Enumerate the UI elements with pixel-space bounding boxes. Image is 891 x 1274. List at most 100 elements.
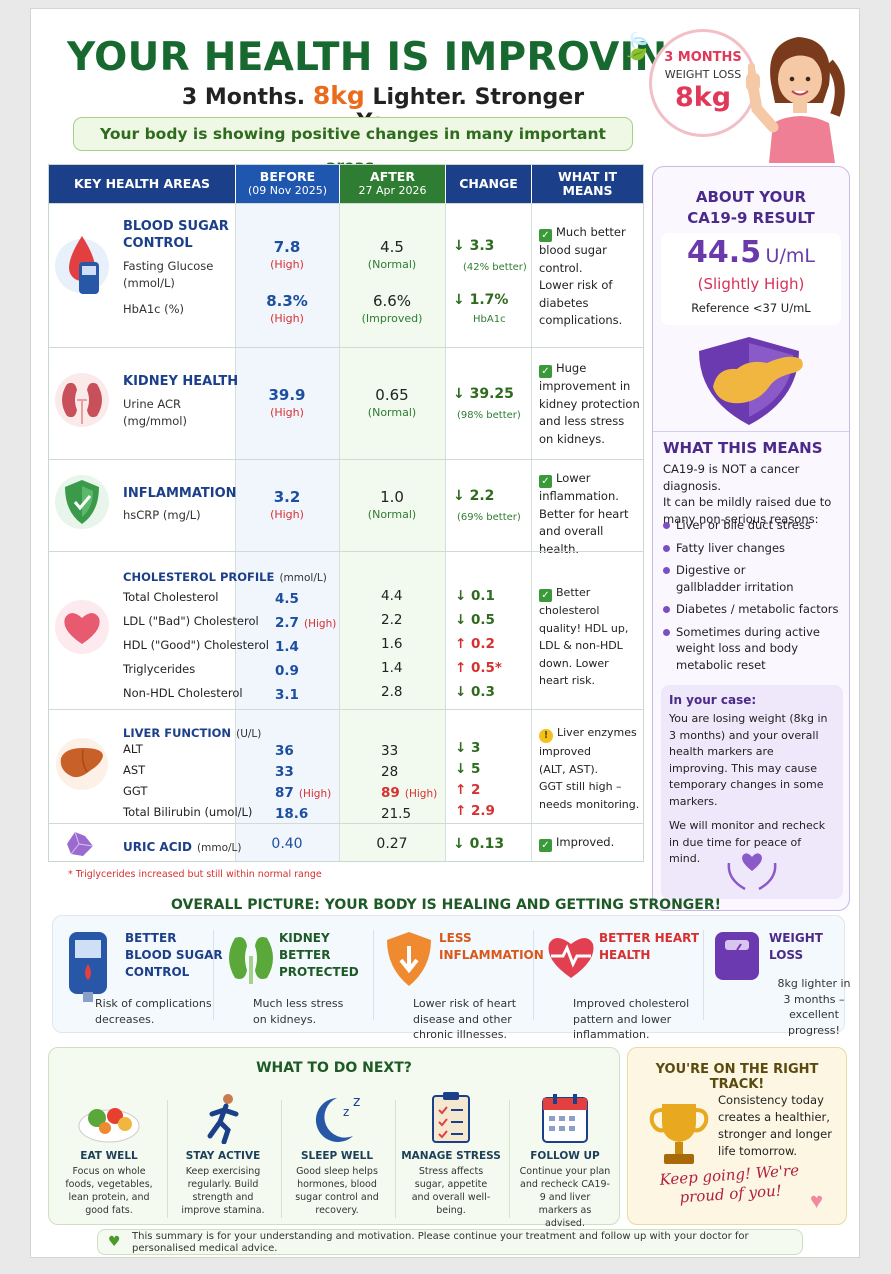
liver-before-tag: (High)	[298, 788, 332, 800]
cholesterol-unit: (mmol/L)	[279, 572, 327, 584]
liver-row-before: 33	[275, 761, 294, 780]
glucose-before-tag: (High)	[270, 258, 304, 271]
meaning-line: down. Lower	[539, 656, 609, 670]
overall-item-text: Improved cholesterol pattern and lower i…	[573, 996, 701, 1043]
overall-item-heading: WEIGHT LOSS	[769, 930, 849, 964]
liver-row-label: AST	[123, 763, 146, 777]
liver-after-value: 28	[381, 764, 399, 780]
inflammation-change-pct: (69% better)	[457, 512, 521, 523]
divider	[395, 1100, 396, 1218]
meaning-line: Better cholesterol	[539, 586, 600, 617]
check-icon: ✓	[539, 475, 552, 488]
pancreas-shield-icon	[699, 337, 803, 425]
right-track-title: YOU'RE ON THE RIGHT TRACK!	[655, 1062, 819, 1092]
cholesterol-row-label: Non-HDL Cholesterol	[123, 686, 243, 700]
heading-line: BLOOD SUGAR	[125, 948, 223, 962]
next-step-heading: STAY ACTIVE	[185, 1150, 261, 1162]
liver-before-value: 18.6	[275, 806, 309, 822]
header-change-label: CHANGE	[459, 176, 518, 191]
header-after-date: 27 Apr 2026	[358, 184, 427, 197]
meaning-line: complications.	[539, 313, 623, 327]
text-line: Risk of complications	[95, 997, 212, 1010]
calendar-icon	[509, 1090, 621, 1144]
svg-text:z: z	[343, 1105, 349, 1119]
cholesterol-row-label: LDL ("Bad") Cholesterol	[123, 614, 259, 628]
text-line: on kidneys.	[253, 1012, 317, 1026]
blood-sugar-title-line: CONTROL	[123, 236, 193, 251]
before-column-bg	[235, 203, 339, 861]
table-row-liver: LIVER FUNCTION (U/L) ALT 36 33 ↓ 3 AST 33…	[49, 709, 643, 823]
cholesterol-row-before: 4.5	[275, 588, 299, 607]
meaning-line: heart risk.	[539, 674, 595, 687]
divider	[373, 930, 374, 1020]
header-areas-label: KEY HEALTH AREAS	[73, 176, 211, 191]
fasting-glucose-label: Fasting Glucose (mmol/L)	[123, 258, 213, 292]
liver-change: ↓ 3	[455, 740, 481, 756]
text-line: Improved cholesterol	[573, 997, 690, 1010]
shield-icon	[55, 475, 109, 529]
header-before: BEFORE (09 Nov 2025)	[235, 165, 339, 203]
cholesterol-before-tag: (High)	[304, 618, 337, 630]
heading-line: INFLAMMATION	[439, 948, 544, 962]
divider	[703, 930, 704, 1020]
kidney-before-tag: (High)	[270, 406, 304, 419]
hba1c-before-value: 8.3%	[266, 292, 308, 310]
heart-icon	[55, 600, 109, 654]
heading-line: BETTER	[125, 931, 177, 945]
kidney-before-value: 39.9	[268, 386, 306, 404]
header-areas: KEY HEALTH AREAS	[49, 165, 235, 203]
glucose-change: ↓ 3.3	[453, 238, 495, 254]
heading-line: HEALTH	[599, 948, 651, 962]
ca199-means-text: CA19-9 is NOT a cancer diagnosis. It can…	[663, 461, 849, 527]
uric-after-value: 0.27	[376, 836, 408, 852]
ca199-reasons-list: Liver or bile duct stress Fatty liver ch…	[661, 517, 847, 679]
next-step-heading: SLEEP WELL	[300, 1150, 374, 1162]
overall-picture-panel: BETTER BLOOD SUGAR CONTROL Risk of compl…	[52, 915, 851, 1041]
overall-item-heading: BETTER HEART HEALTH	[599, 930, 709, 964]
cholesterol-row-before: 3.1	[275, 684, 299, 703]
liver-row-after: 89 (High)	[381, 782, 437, 801]
meaning-line: Much better	[556, 225, 626, 239]
heading-line: LESS	[439, 931, 472, 945]
liver-title-text: LIVER FUNCTION	[123, 726, 232, 740]
divider	[281, 1100, 282, 1218]
text-line: Lower risk of heart	[413, 997, 517, 1010]
text-line: decreases.	[95, 1012, 155, 1026]
next-step-heading: FOLLOW UP	[530, 1150, 600, 1162]
meaning-line: and overall health.	[539, 524, 604, 556]
text-line: pattern and lower inflammation.	[573, 1012, 672, 1042]
case-text: We will monitor and recheck in due time …	[669, 819, 826, 865]
right-track-panel: YOU'RE ON THE RIGHT TRACK! Consistency t…	[627, 1047, 847, 1225]
fasting-glucose-label-line: Fasting Glucose	[123, 259, 214, 273]
means-line: many non-serious reasons:	[663, 511, 819, 526]
meaning-line: Lower	[556, 471, 591, 485]
hba1c-before-tag: (High)	[270, 312, 304, 325]
ca199-status: (Slightly High)	[697, 275, 805, 293]
liver-before-value: 36	[275, 743, 294, 759]
cholesterol-after-value: 1.4	[381, 660, 403, 676]
liver-after-value: 89	[381, 785, 400, 801]
meaning-line: improved	[539, 745, 592, 758]
badge-label: WEIGHT LOSS	[664, 68, 742, 81]
running-icon	[167, 1090, 279, 1144]
next-step-text: Keep exercising regularly. Build strengt…	[181, 1166, 265, 1216]
woman-thumbs-up-illustration	[746, 37, 845, 163]
badge-value: 8kg	[674, 82, 732, 113]
hba1c-change-sub: HbA1c	[473, 314, 506, 325]
overall-item-heading: KIDNEY BETTER PROTECTED	[279, 930, 379, 981]
text-line: disease and other chronic illnesses.	[413, 1012, 512, 1042]
cholesterol-before-value: 1.4	[275, 639, 299, 655]
cholesterol-after-value: 1.6	[381, 636, 403, 652]
disclaimer-text: This summary is for your understanding a…	[132, 1231, 749, 1254]
heart-icon: ♥	[108, 1234, 121, 1250]
meaning-line: Huge	[556, 361, 587, 375]
next-step-item: EAT WELL Focus on whole foods, vegetable…	[53, 1090, 165, 1217]
meaning-line: Improved.	[556, 835, 615, 849]
divider	[533, 930, 534, 1020]
cholesterol-change: ↓ 0.3	[455, 684, 495, 700]
meaning-line: inflammation.	[539, 489, 619, 503]
meaning-line: Liver enzymes	[557, 726, 637, 739]
cholesterol-title: CHOLESTEROL PROFILE (mmol/L)	[123, 566, 327, 585]
meaning-line: improvement in	[539, 379, 631, 393]
